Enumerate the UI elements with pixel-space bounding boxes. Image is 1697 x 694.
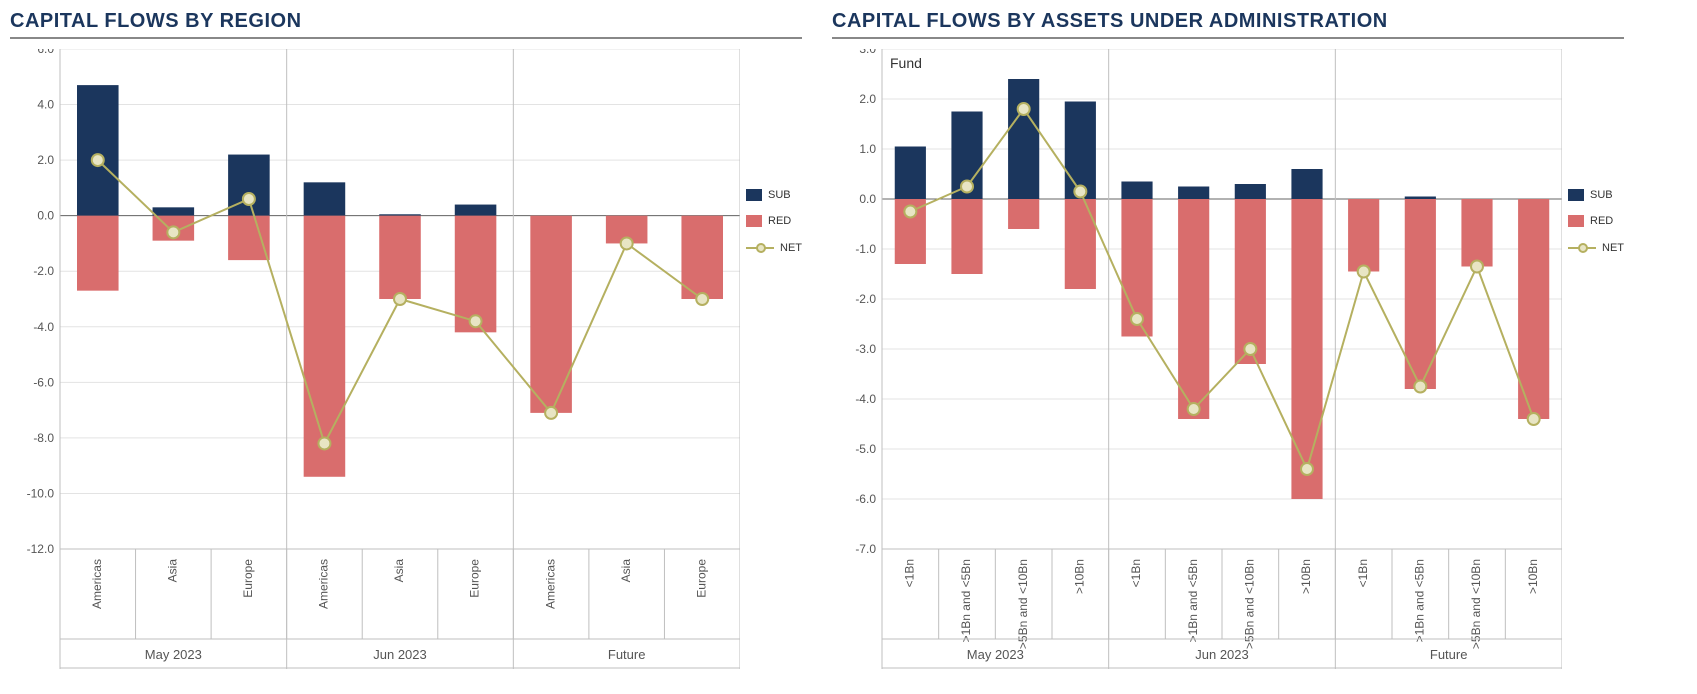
svg-text:Asia: Asia bbox=[619, 559, 633, 583]
svg-text:2.0: 2.0 bbox=[37, 153, 54, 167]
legend-net-label: NET bbox=[1602, 242, 1624, 254]
svg-text:1.0: 1.0 bbox=[859, 142, 876, 156]
svg-text:>10Bn: >10Bn bbox=[1526, 559, 1540, 594]
swatch-sub bbox=[1568, 189, 1584, 201]
chart-region: -12.0 -10.0 -8.0 -6.0 -4.0 -2.0 0.0 2.0 4.0 6.0 Am… bbox=[10, 49, 740, 669]
panel-title-aua: CAPITAL FLOWS BY ASSETS UNDER ADMINISTRA… bbox=[832, 10, 1624, 33]
svg-text:May 2023: May 2023 bbox=[967, 647, 1024, 662]
svg-text:-10.0: -10.0 bbox=[27, 486, 55, 500]
svg-text:>1Bn and <5Bn: >1Bn and <5Bn bbox=[959, 559, 973, 642]
svg-text:Americas: Americas bbox=[90, 559, 104, 609]
svg-text:>10Bn: >10Bn bbox=[1073, 559, 1087, 594]
legend-aua: SUB RED NET bbox=[1562, 49, 1624, 269]
svg-text:Asia: Asia bbox=[166, 559, 180, 583]
svg-text:-5.0: -5.0 bbox=[855, 442, 876, 456]
legend-red-label: RED bbox=[1590, 215, 1613, 227]
svg-text:0.0: 0.0 bbox=[859, 192, 876, 206]
swatch-sub bbox=[746, 189, 762, 201]
svg-text:Future: Future bbox=[1430, 647, 1468, 662]
svg-text:-2.0: -2.0 bbox=[855, 292, 876, 306]
svg-text:>5Bn and <10Bn: >5Bn and <10Bn bbox=[1469, 559, 1483, 649]
title-rule bbox=[10, 37, 802, 39]
legend-sub-label: SUB bbox=[768, 189, 791, 201]
svg-text:-12.0: -12.0 bbox=[27, 542, 55, 556]
svg-text:Europe: Europe bbox=[241, 559, 255, 598]
svg-text:Future: Future bbox=[608, 647, 646, 662]
svg-text:Asia: Asia bbox=[392, 559, 406, 583]
svg-text:>10Bn: >10Bn bbox=[1299, 559, 1313, 594]
svg-text:-7.0: -7.0 bbox=[855, 542, 876, 556]
swatch-net bbox=[1568, 241, 1596, 255]
svg-text:Fund: Fund bbox=[890, 55, 922, 71]
legend-sub: SUB bbox=[1568, 189, 1624, 201]
svg-text:<1Bn: <1Bn bbox=[903, 559, 917, 587]
svg-text:Americas: Americas bbox=[317, 559, 331, 609]
svg-text:<1Bn: <1Bn bbox=[1356, 559, 1370, 587]
swatch-red bbox=[1568, 215, 1584, 227]
svg-text:2.0: 2.0 bbox=[859, 92, 876, 106]
svg-text:>1Bn and <5Bn: >1Bn and <5Bn bbox=[1186, 559, 1200, 642]
svg-text:-1.0: -1.0 bbox=[855, 242, 876, 256]
title-rule bbox=[832, 37, 1624, 39]
svg-text:-2.0: -2.0 bbox=[33, 264, 54, 278]
svg-text:0.0: 0.0 bbox=[37, 209, 54, 223]
svg-text:Jun 2023: Jun 2023 bbox=[373, 647, 427, 662]
swatch-net bbox=[746, 241, 774, 255]
legend-sub-label: SUB bbox=[1590, 189, 1613, 201]
svg-text:-8.0: -8.0 bbox=[33, 431, 54, 445]
panel-aua: CAPITAL FLOWS BY ASSETS UNDER ADMINISTRA… bbox=[832, 10, 1624, 669]
legend-net: NET bbox=[1568, 241, 1624, 255]
legend-red: RED bbox=[746, 215, 802, 227]
svg-text:-3.0: -3.0 bbox=[855, 342, 876, 356]
svg-text:>5Bn and <10Bn: >5Bn and <10Bn bbox=[1016, 559, 1030, 649]
svg-text:May 2023: May 2023 bbox=[145, 647, 202, 662]
legend-region: SUB RED NET bbox=[740, 49, 802, 269]
legend-red: RED bbox=[1568, 215, 1624, 227]
svg-text:>5Bn and <10Bn: >5Bn and <10Bn bbox=[1243, 559, 1257, 649]
legend-net-label: NET bbox=[780, 242, 802, 254]
svg-text:<1Bn: <1Bn bbox=[1129, 559, 1143, 587]
chart-aua: -7.0 -6.0 -5.0 -4.0 -3.0 -2.0 -1.0 0.0 1.0 2.0 3.0… bbox=[832, 49, 1562, 669]
panel-region: CAPITAL FLOWS BY REGION -12.0 -10.0 -8.0 -6… bbox=[10, 10, 802, 669]
panel-title-region: CAPITAL FLOWS BY REGION bbox=[10, 10, 802, 33]
svg-text:3.0: 3.0 bbox=[859, 49, 876, 56]
svg-text:4.0: 4.0 bbox=[37, 98, 54, 112]
legend-red-label: RED bbox=[768, 215, 791, 227]
svg-text:-6.0: -6.0 bbox=[33, 375, 54, 389]
svg-text:Europe: Europe bbox=[694, 559, 708, 598]
svg-text:>1Bn and <5Bn: >1Bn and <5Bn bbox=[1413, 559, 1427, 642]
svg-text:Americas: Americas bbox=[543, 559, 557, 609]
svg-text:Europe: Europe bbox=[468, 559, 482, 598]
swatch-red bbox=[746, 215, 762, 227]
legend-sub: SUB bbox=[746, 189, 802, 201]
svg-text:6.0: 6.0 bbox=[37, 49, 54, 56]
svg-text:-6.0: -6.0 bbox=[855, 492, 876, 506]
legend-net: NET bbox=[746, 241, 802, 255]
svg-text:Jun 2023: Jun 2023 bbox=[1195, 647, 1249, 662]
svg-text:-4.0: -4.0 bbox=[855, 392, 876, 406]
svg-text:-4.0: -4.0 bbox=[33, 320, 54, 334]
